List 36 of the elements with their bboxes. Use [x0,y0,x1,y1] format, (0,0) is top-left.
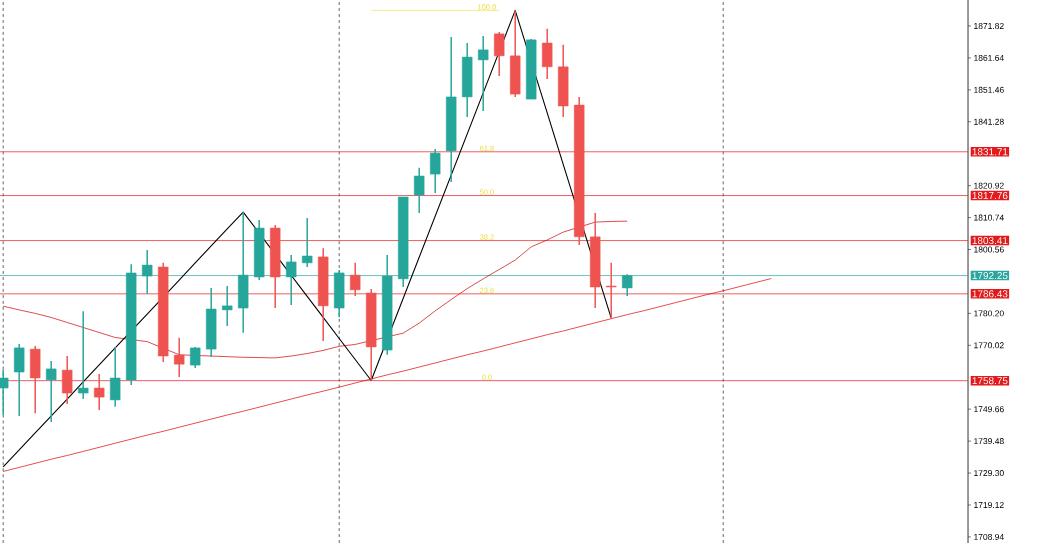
candlestick [0,369,9,416]
candlestick [173,337,185,378]
candlestick [478,35,489,112]
ref-line-label: 1803.41 [972,237,1008,245]
ref-line-label: 1758.75 [972,377,1008,385]
candlestick [109,346,121,408]
y-tick-label: 1810.74 [974,214,1004,221]
candlestick [77,310,89,400]
candlestick [302,217,313,268]
y-tick-label: 1851.46 [974,86,1004,93]
y-tick-label: 1719.12 [974,501,1004,508]
y-tick-label: 1749.66 [974,406,1004,413]
ref-line-label: 1786.43 [972,290,1008,298]
ref-line-label: 1792.25 [972,272,1008,280]
ref-line-label: 1831.71 [972,148,1008,156]
y-tick-label: 1708.94 [974,533,1004,540]
y-tick-label: 1739.48 [974,438,1004,445]
candlestick [61,355,73,405]
candlestick [430,148,441,194]
candlestick [542,28,553,80]
candlestick [221,285,233,327]
candlestick [45,360,57,423]
y-tick-label: 1841.28 [974,118,1004,125]
y-tick-label: 1861.64 [974,54,1004,61]
y-tick-label: 1820.92 [974,182,1004,189]
y-tick-label: 1871.82 [974,22,1004,29]
ref-line-label: 1817.76 [972,192,1008,200]
y-tick-label: 1729.30 [974,470,1004,477]
candlestick [606,262,617,319]
candlestick [93,373,105,411]
candlestick [414,167,425,214]
y-tick-label: 1770.02 [974,342,1004,349]
candlestick [494,31,505,77]
candlestick [350,262,361,297]
y-tick-label: 1780.20 [974,310,1004,317]
y-tick-label: 1800.56 [974,246,1004,253]
